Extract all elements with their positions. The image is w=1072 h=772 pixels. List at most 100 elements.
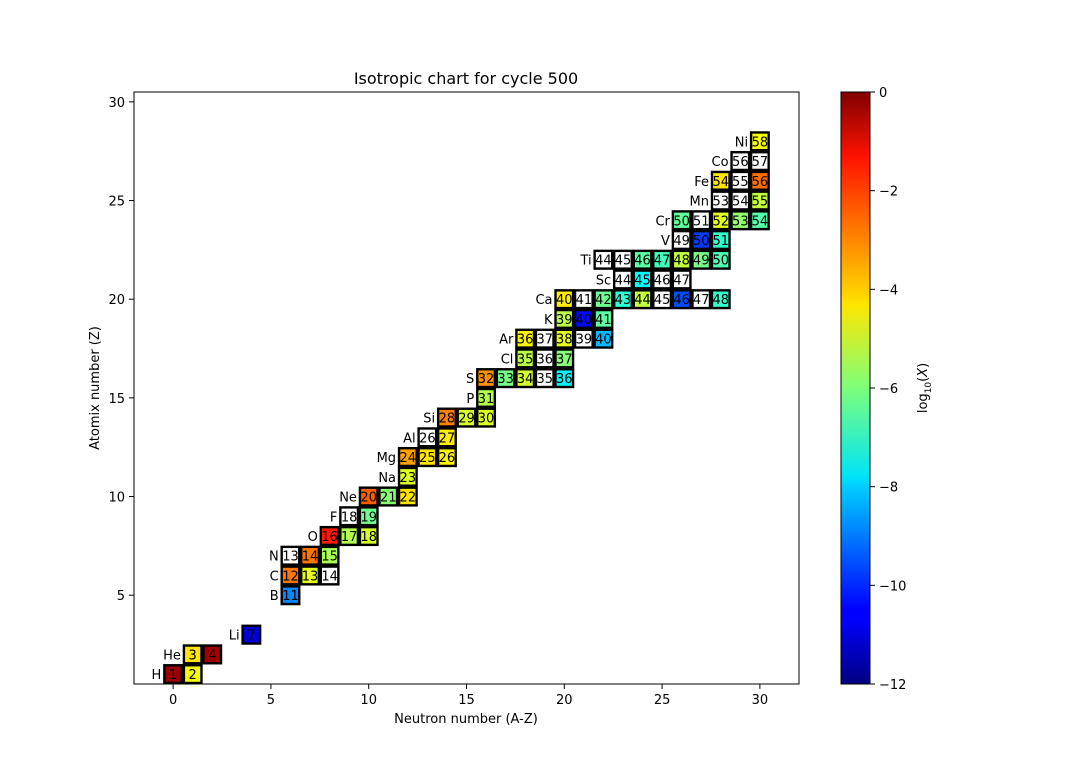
isotope-mass-label: 18 — [360, 530, 377, 545]
isotope-cell — [319, 565, 340, 586]
isotope-cell — [730, 170, 751, 191]
isotope-mass-label: 53 — [712, 195, 729, 210]
isotope-mass-label: 3 — [189, 648, 197, 663]
isotope-cell — [436, 407, 457, 428]
isotope-cell — [534, 348, 555, 369]
isotope-mass-label: 48 — [712, 293, 729, 308]
isotope-mass-label: 55 — [752, 195, 769, 210]
isotope-cell — [691, 249, 712, 270]
isotope-cell — [280, 585, 301, 606]
isotope-mass-label: 43 — [615, 293, 632, 308]
isotope-cell — [300, 545, 321, 566]
isotope-mass-label: 4 — [208, 648, 216, 663]
isotope-cell — [554, 348, 575, 369]
isotope-mass-label: 56 — [732, 155, 749, 170]
element-label: Sc — [596, 273, 611, 288]
isotope-cell — [691, 229, 712, 251]
isotope-cell — [710, 289, 731, 310]
isotope-cell — [358, 525, 379, 547]
element-label: N — [269, 550, 279, 565]
y-tick-label: 30 — [108, 96, 125, 111]
isotope-mass-label: 46 — [673, 293, 690, 308]
colorbar-tick-label: −10 — [879, 579, 906, 594]
isotope-cell — [671, 210, 692, 231]
isotope-mass-label: 58 — [752, 135, 769, 150]
isotope-cell — [397, 486, 418, 507]
isotope-mass-label: 48 — [673, 254, 690, 269]
isotope-cell — [534, 328, 555, 349]
isotope-cell — [573, 328, 594, 349]
y-axis: 5 10 15 20 25 30 — [108, 96, 134, 604]
isotope-mass-label: 34 — [517, 372, 534, 387]
isotope-cell — [456, 407, 477, 428]
isotope-cell — [554, 328, 575, 349]
element-label: H — [152, 668, 162, 683]
isotope-cell — [476, 387, 497, 408]
x-axis-label: Neutron number (A-Z) — [394, 712, 538, 727]
isotope-cell — [710, 190, 731, 211]
isotope-cell — [612, 269, 633, 290]
isotope-cell — [593, 249, 614, 270]
isotope-mass-label: 24 — [400, 451, 417, 466]
isotope-cell — [730, 210, 751, 231]
isotope-cell — [632, 269, 653, 290]
isotope-cell — [652, 289, 673, 310]
isotope-cell — [730, 150, 751, 172]
element-label: Ar — [499, 333, 514, 348]
isotope-cell — [593, 308, 614, 330]
element-label: Ca — [535, 293, 552, 308]
isotope-mass-label: 40 — [576, 313, 593, 328]
isotope-cell — [612, 249, 633, 270]
colorbar-tick-label: −6 — [879, 382, 898, 397]
isotope-mass-label: 51 — [693, 214, 710, 229]
element-label: Si — [423, 412, 435, 427]
isotope-mass-label: 25 — [419, 451, 436, 466]
isotope-mass-label: 35 — [536, 372, 553, 387]
isotope-cell — [417, 447, 438, 468]
isotope-cell — [749, 150, 770, 172]
element-label: Mg — [377, 451, 396, 466]
element-label: Mn — [690, 195, 709, 210]
isotope-mass-label: 16 — [321, 530, 338, 545]
isotope-mass-label: 18 — [341, 510, 358, 525]
isotope-cell — [710, 210, 731, 231]
isotope-cell — [397, 447, 418, 468]
isotope-mass-label: 35 — [517, 352, 534, 367]
isotope-mass-label: 49 — [693, 254, 710, 269]
x-axis: 0 5 10 15 20 25 30 — [169, 684, 768, 708]
isotope-mass-label: 29 — [458, 412, 475, 427]
isotope-cell — [573, 289, 594, 310]
isotope-cell — [515, 368, 536, 389]
isotope-mass-label: 40 — [595, 333, 612, 348]
isotope-mass-label: 45 — [615, 254, 632, 269]
isotope-mass-label: 22 — [400, 491, 417, 506]
isotope-mass-label: 54 — [712, 175, 729, 190]
colorbar-tick-label: −12 — [879, 678, 906, 693]
element-label: Cl — [501, 352, 514, 367]
isotope-cell — [476, 368, 497, 389]
colorbar-gradient — [840, 91, 871, 685]
isotope-cells: H 1 2He 3 4Li 7B 11C 12 13 14N 13 14 15O 16 17 18F 18 19N… — [152, 131, 770, 685]
isotope-cell — [339, 525, 360, 547]
isotope-mass-label: 41 — [576, 293, 593, 308]
isotope-mass-label: 27 — [439, 431, 456, 446]
isotope-cell — [749, 131, 770, 152]
isotope-cell — [632, 249, 653, 270]
isotope-mass-label: 20 — [360, 491, 377, 506]
element-label: Al — [403, 431, 416, 446]
isotope-cell — [378, 486, 399, 507]
isotope-cell — [163, 664, 184, 685]
y-tick-label: 15 — [108, 392, 125, 407]
isotope-mass-label: 42 — [595, 293, 612, 308]
isotope-cell — [358, 486, 379, 507]
element-label: He — [163, 648, 181, 663]
element-label: O — [308, 530, 318, 545]
isotope-mass-label: 2 — [189, 668, 197, 683]
isotope-cell — [652, 249, 673, 270]
isotope-mass-label: 46 — [634, 254, 651, 269]
isotope-mass-label: 55 — [732, 175, 749, 190]
isotope-mass-label: 44 — [634, 293, 651, 308]
isotope-cell — [632, 289, 653, 310]
isotope-mass-label: 50 — [673, 214, 690, 229]
